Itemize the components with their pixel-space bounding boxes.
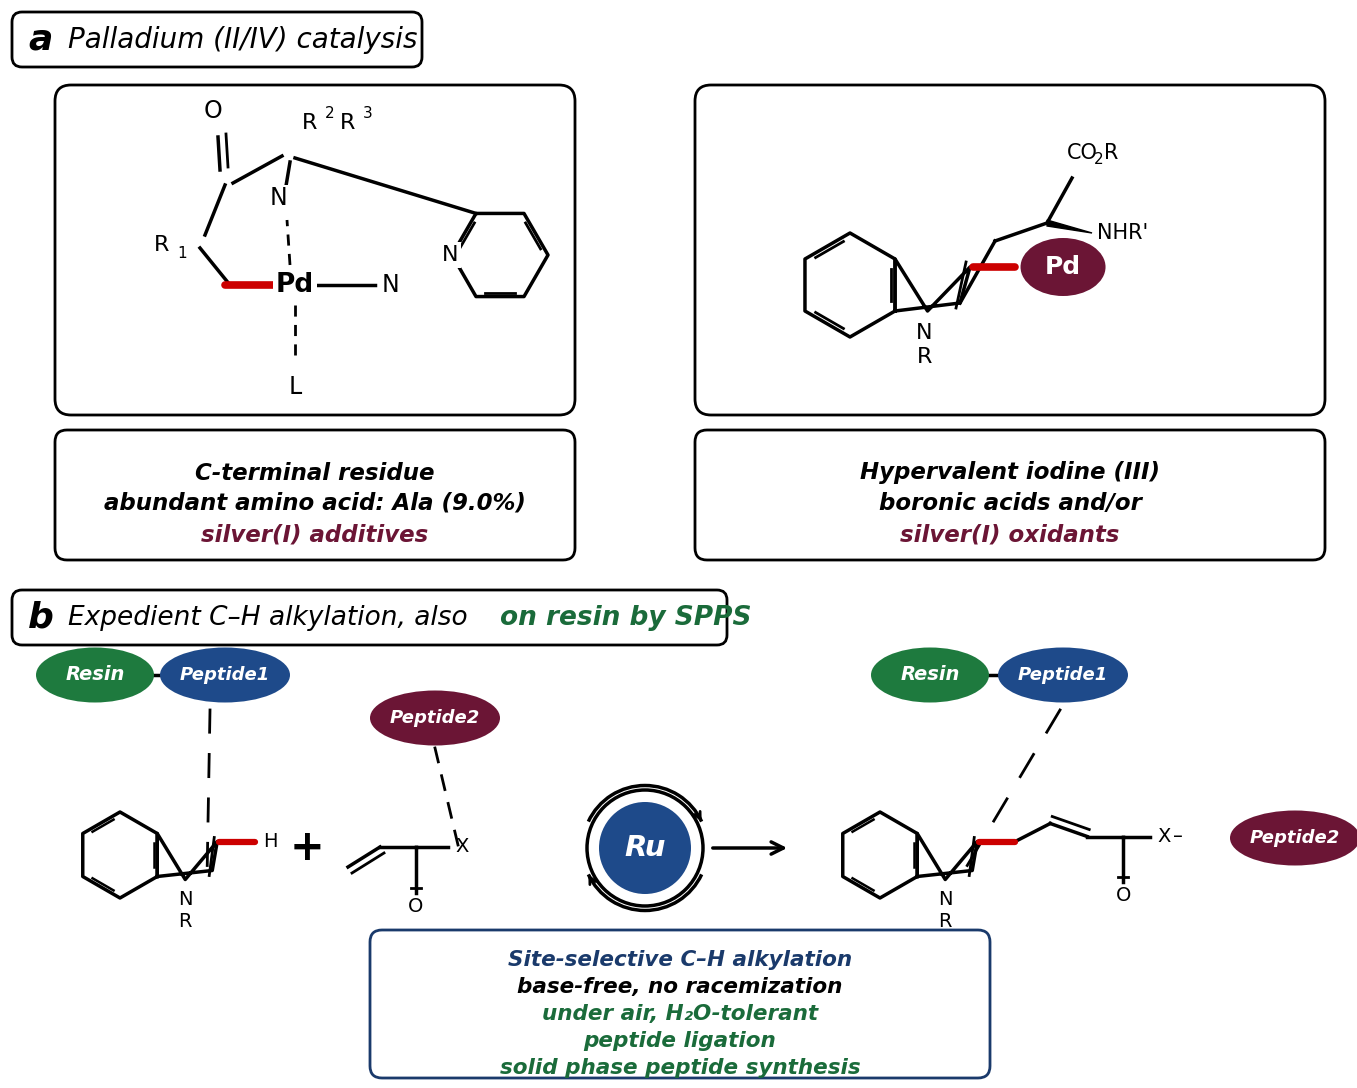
Text: O: O [204, 99, 223, 123]
FancyBboxPatch shape [12, 590, 727, 645]
Text: Ru: Ru [624, 834, 666, 862]
Text: Peptide1: Peptide1 [1018, 666, 1109, 684]
Text: R: R [341, 113, 356, 133]
Ellipse shape [1229, 811, 1357, 865]
Text: O: O [1115, 886, 1130, 905]
Text: X: X [1158, 827, 1171, 846]
Text: boronic acids and/or: boronic acids and/or [878, 492, 1141, 515]
Text: Pd: Pd [275, 272, 313, 298]
Text: Peptide2: Peptide2 [1250, 829, 1341, 846]
Text: R: R [1105, 143, 1118, 163]
Text: R: R [303, 113, 318, 133]
Text: CO: CO [1067, 143, 1098, 163]
Text: R: R [917, 347, 932, 367]
Text: under air, H₂O-tolerant: under air, H₂O-tolerant [541, 1004, 818, 1024]
Text: L: L [289, 375, 301, 399]
Text: base-free, no racemization: base-free, no racemization [517, 977, 843, 997]
Text: Pd: Pd [1045, 255, 1082, 279]
Circle shape [588, 790, 703, 906]
Text: Hypervalent iodine (III): Hypervalent iodine (III) [860, 461, 1160, 484]
Ellipse shape [997, 647, 1128, 703]
Circle shape [598, 802, 691, 894]
Text: +: + [289, 827, 324, 869]
Text: 2: 2 [1094, 152, 1103, 168]
Text: N: N [270, 186, 288, 210]
Text: peptide ligation: peptide ligation [584, 1031, 776, 1051]
Text: NHR': NHR' [1096, 223, 1148, 243]
Text: b: b [28, 601, 54, 635]
FancyBboxPatch shape [370, 930, 991, 1078]
Text: N: N [442, 245, 459, 265]
Text: N: N [938, 890, 953, 908]
Text: Peptide2: Peptide2 [389, 709, 480, 727]
Text: O: O [408, 898, 423, 916]
Text: a: a [28, 23, 53, 57]
Text: 1: 1 [176, 247, 187, 261]
FancyBboxPatch shape [56, 430, 575, 560]
Text: 3: 3 [364, 107, 373, 122]
FancyBboxPatch shape [56, 85, 575, 415]
FancyBboxPatch shape [695, 430, 1324, 560]
Text: Resin: Resin [900, 666, 959, 684]
Text: Site-selective C–H alkylation: Site-selective C–H alkylation [508, 950, 852, 970]
Text: Expedient C–H alkylation, also: Expedient C–H alkylation, also [68, 605, 476, 631]
Text: X: X [455, 838, 468, 856]
FancyBboxPatch shape [12, 12, 422, 67]
Text: silver(I) additives: silver(I) additives [201, 523, 429, 546]
Text: R: R [939, 912, 953, 931]
Text: H: H [263, 832, 278, 851]
Text: abundant amino acid: Ala (9.0%): abundant amino acid: Ala (9.0%) [104, 492, 527, 515]
Text: R: R [155, 235, 170, 255]
Ellipse shape [37, 647, 153, 703]
Text: Peptide1: Peptide1 [180, 666, 270, 684]
Ellipse shape [1020, 238, 1106, 296]
Polygon shape [1048, 220, 1092, 233]
Ellipse shape [871, 647, 989, 703]
Text: silver(I) oxidants: silver(I) oxidants [900, 523, 1120, 546]
FancyBboxPatch shape [695, 85, 1324, 415]
Text: R: R [179, 912, 191, 931]
Ellipse shape [160, 647, 290, 703]
Text: N: N [178, 890, 193, 908]
Text: on resin by SPPS: on resin by SPPS [499, 605, 752, 631]
Text: N: N [916, 323, 932, 343]
Text: N: N [381, 273, 399, 297]
Text: –: – [1174, 827, 1183, 846]
Text: 2: 2 [324, 107, 335, 122]
Text: Palladium (II/IV) catalysis: Palladium (II/IV) catalysis [68, 26, 418, 54]
Text: Resin: Resin [65, 666, 125, 684]
Text: solid phase peptide synthesis: solid phase peptide synthesis [499, 1058, 860, 1078]
Ellipse shape [370, 691, 499, 745]
Text: C-terminal residue: C-terminal residue [195, 461, 434, 484]
